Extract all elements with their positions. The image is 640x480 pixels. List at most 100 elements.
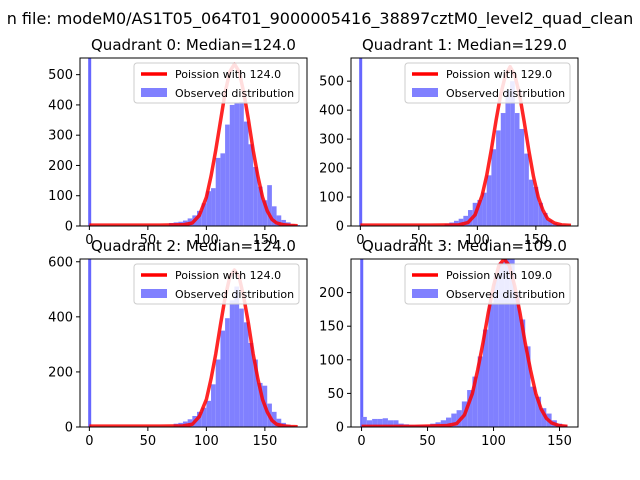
legend-observed-swatch	[141, 289, 167, 298]
histogram-bar	[514, 113, 520, 226]
histogram-bar	[519, 128, 525, 226]
histogram-bar	[281, 219, 286, 226]
histogram-bar	[257, 186, 263, 226]
legend-observed-swatch	[141, 88, 167, 97]
histogram-bar	[467, 390, 473, 427]
axes-frame	[79, 57, 308, 227]
legend-observed-label: Observed distribution	[446, 288, 565, 301]
histogram-bar	[477, 199, 483, 226]
histogram-bar	[519, 319, 526, 427]
histogram-bar	[267, 185, 272, 226]
histogram-bar	[372, 418, 378, 427]
x-tick-label: 50	[411, 233, 428, 248]
y-tick-label: 100	[319, 191, 344, 206]
y-tick-label: 300	[48, 129, 73, 144]
x-tick-label: 0	[85, 434, 93, 449]
legend-poisson-label: Poission with 129.0	[446, 68, 552, 81]
histogram-bar	[220, 330, 226, 427]
y-tick-label: 150	[319, 320, 344, 335]
legend-box	[404, 263, 571, 305]
y-tick-label: 200	[48, 365, 73, 380]
histogram-bar	[366, 420, 373, 427]
y-tick-label: 400	[319, 104, 344, 119]
axes-frame	[79, 258, 308, 428]
histogram-bar	[215, 359, 221, 427]
histogram-bar	[493, 275, 499, 427]
histogram-bar	[229, 104, 235, 226]
histogram-bar	[535, 396, 542, 427]
x-tick-label: 0	[357, 434, 365, 449]
x-tick-label: 0	[356, 233, 364, 248]
histogram-bar	[253, 166, 258, 226]
legend: Poission with 109.0 Observed distribution	[404, 263, 571, 305]
histogram-bar	[440, 420, 447, 427]
x-tick-label: 100	[194, 233, 219, 248]
histogram-bar	[547, 220, 553, 226]
legend-poisson-label: Poission with 109.0	[446, 269, 552, 282]
histogram-bar	[248, 343, 254, 427]
legend-box	[133, 263, 300, 305]
legend-observed-label: Observed distribution	[175, 288, 294, 301]
y-tick-label: 600	[48, 255, 73, 270]
x-tick-label: 150	[523, 233, 548, 248]
y-tick-label: 0	[336, 421, 344, 436]
legend-observed-label: Observed distribution	[446, 87, 565, 100]
legend-poisson-label: Poission with 124.0	[175, 68, 281, 81]
histogram-bar	[234, 286, 240, 427]
histogram-bar	[243, 121, 249, 226]
histogram-bar	[463, 215, 469, 226]
histogram-bar	[525, 346, 531, 427]
legend: Poission with 124.0 Observed distribution	[133, 62, 300, 104]
x-tick-label: 50	[140, 233, 157, 248]
legend-observed-label: Observed distribution	[175, 87, 294, 100]
legend-box	[133, 62, 300, 104]
histogram-bar	[197, 411, 202, 427]
axes-frame	[350, 57, 579, 227]
plot-area	[360, 259, 568, 427]
plot-area	[359, 58, 572, 226]
histogram-bar	[257, 382, 263, 427]
y-tick-label: 500	[319, 75, 344, 90]
histogram-bar	[234, 103, 240, 226]
histogram-bar	[382, 418, 388, 427]
histogram-bar	[505, 89, 511, 226]
histogram-bar	[220, 153, 226, 226]
subplot-title: Quadrant 0: Median=124.0	[91, 36, 296, 54]
legend-observed-swatch	[412, 289, 438, 298]
x-tick-label: 50	[140, 434, 157, 449]
legend-observed-swatch	[412, 88, 438, 97]
histogram-bar	[524, 153, 529, 226]
poisson-curve	[361, 259, 568, 427]
plot-area	[88, 58, 300, 226]
histogram-bar	[542, 212, 548, 226]
histogram-bar	[498, 262, 505, 427]
histogram-bar	[361, 416, 367, 427]
histogram-bar	[510, 81, 515, 226]
histogram-bar	[491, 149, 497, 226]
histogram-bar	[248, 144, 254, 226]
y-tick-label: 200	[48, 159, 73, 174]
histogram-bar	[482, 329, 489, 427]
histogram-bar	[377, 418, 383, 427]
x-tick-label: 150	[252, 434, 277, 449]
histogram-bar	[239, 308, 244, 427]
subplot-quadrant-2: 0 50 100 150 0 200 400 600 Quadrant 2: Median=12…	[48, 237, 308, 449]
histogram-bar	[253, 359, 258, 427]
histogram-bar	[446, 417, 452, 427]
histogram-bar	[88, 58, 92, 226]
y-tick-label: 100	[319, 353, 344, 368]
histogram-bar	[538, 202, 543, 226]
histogram-bar	[360, 259, 364, 427]
legend-box	[404, 62, 571, 104]
y-tick-label: 0	[336, 220, 344, 235]
subplot-title: Quadrant 3: Median=109.0	[362, 237, 567, 255]
legend-poisson-label: Poission with 124.0	[175, 269, 281, 282]
axes-frame	[350, 258, 579, 428]
histogram-bar	[488, 302, 494, 427]
histogram-bar	[206, 400, 212, 427]
histogram-bar	[225, 318, 230, 427]
subplot-title: Quadrant 2: Median=124.0	[91, 237, 296, 255]
histogram-bar	[276, 215, 282, 226]
histogram-bar	[239, 101, 244, 226]
